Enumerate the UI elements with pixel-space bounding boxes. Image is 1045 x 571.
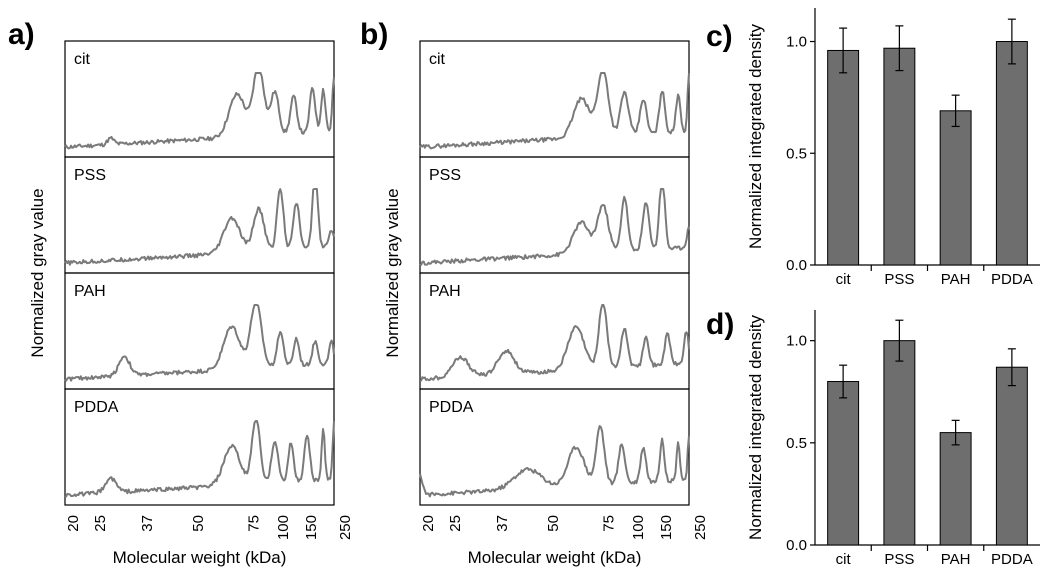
panel-letter: b) — [360, 18, 388, 51]
x-tick-label: 250 — [337, 515, 354, 540]
y-axis-label: Normalized gray value — [383, 188, 402, 357]
bar — [939, 432, 972, 546]
panel-letter: c) — [706, 20, 733, 53]
bar — [995, 41, 1028, 266]
profile-trace — [419, 304, 690, 382]
y-axis-label: Normalized gray value — [28, 188, 47, 357]
series-label: PDDA — [74, 399, 119, 416]
profile-trace — [64, 188, 335, 266]
bar — [827, 49, 860, 266]
y-tick-label: 1.0 — [786, 34, 807, 51]
gel-profile-panel-b: b) cit PSS PAH PDDA 20 25 37 50 75 100 150 250 Molecu… — [360, 18, 709, 567]
series-label: cit — [74, 51, 91, 68]
x-axis-label: Molecular weight (kDa) — [113, 548, 287, 567]
x-tick-label: 150 — [303, 515, 320, 540]
y-tick-label: 1.0 — [786, 333, 807, 350]
profile-trace — [419, 188, 690, 266]
x-tick-label: 100 — [630, 515, 647, 540]
profile-trace — [64, 304, 335, 382]
series-label: PSS — [429, 167, 461, 184]
x-tick-label: 75 — [600, 515, 617, 532]
y-axis-label: Normalized integrated density — [746, 24, 765, 249]
x-tick-label: 250 — [692, 515, 709, 540]
x-tick-label: PDDA — [991, 271, 1033, 288]
x-tick-label: 100 — [275, 515, 292, 540]
profile-trace — [419, 72, 690, 150]
bar-chart-panel-c: c) 0.0 0.5 1.0 cit PSS PAH PDDA Normalized integ… — [706, 8, 1040, 288]
x-tick-label: PSS — [884, 551, 914, 568]
x-tick-label: 20 — [420, 515, 437, 532]
profile-frame — [64, 388, 335, 506]
y-axis-label: Normalized integrated density — [746, 315, 765, 540]
y-tick-label: 0.0 — [786, 257, 807, 274]
x-tick-label: 50 — [545, 515, 562, 532]
y-tick-label: 0.0 — [786, 537, 807, 554]
x-tick-label: cit — [836, 271, 852, 288]
bar — [995, 366, 1028, 546]
series-label: PSS — [74, 167, 106, 184]
series-label: PAH — [74, 283, 106, 300]
x-tick-label: 25 — [92, 515, 109, 532]
x-tick-label: 150 — [658, 515, 675, 540]
x-tick-label: 37 — [139, 515, 156, 532]
x-tick-label: 20 — [65, 515, 82, 532]
profile-trace — [64, 72, 335, 150]
series-label: cit — [429, 51, 446, 68]
x-tick-label: PDDA — [991, 551, 1033, 568]
x-axis-label: Molecular weight (kDa) — [468, 548, 642, 567]
x-tick-label: 37 — [494, 515, 511, 532]
x-tick-label: 25 — [447, 515, 464, 532]
gel-profile-panel-a: a) cit PSS PAH PDDA 20 25 37 50 75 100 150 250 Molecu… — [8, 18, 354, 567]
y-tick-label: 0.5 — [786, 145, 807, 162]
profile-trace — [64, 420, 335, 498]
profile-trace — [419, 425, 690, 498]
bar — [883, 47, 916, 266]
x-tick-label: PSS — [884, 271, 914, 288]
x-tick-label: cit — [836, 551, 852, 568]
panel-letter: a) — [8, 18, 35, 51]
bar-chart-panel-d: d) 0.0 0.5 1.0 cit PSS PAH PDDA Normalized integ… — [706, 308, 1040, 568]
x-tick-label: PAH — [941, 551, 971, 568]
bar — [939, 110, 972, 266]
x-tick-label: 50 — [190, 515, 207, 532]
bar — [827, 381, 860, 546]
series-label: PDDA — [429, 399, 474, 416]
y-tick-label: 0.5 — [786, 435, 807, 452]
panel-letter: d) — [706, 308, 734, 341]
bar — [883, 340, 916, 546]
series-label: PAH — [429, 283, 461, 300]
x-tick-label: PAH — [941, 271, 971, 288]
x-tick-label: 75 — [245, 515, 262, 532]
